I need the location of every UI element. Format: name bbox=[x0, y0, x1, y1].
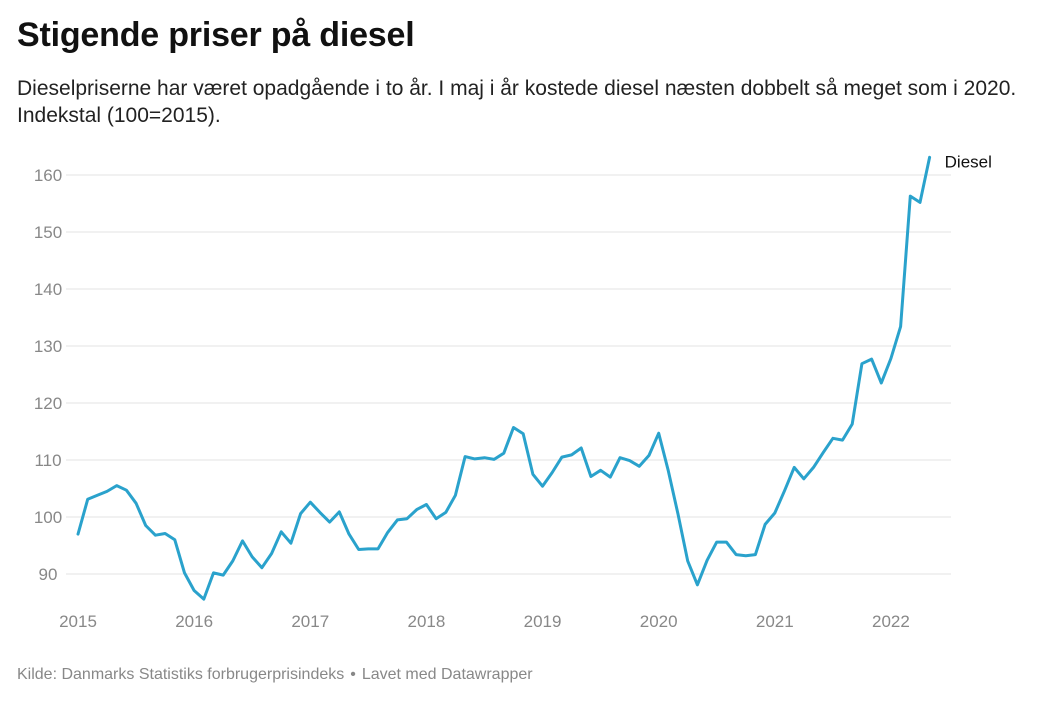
footer-separator: • bbox=[350, 666, 356, 683]
y-tick-label: 140 bbox=[34, 280, 62, 299]
source-note: Kilde: Danmarks Statistiks forbrugerpris… bbox=[17, 666, 345, 683]
y-tick-label: 120 bbox=[34, 394, 62, 413]
chart-title: Stigende priser på diesel bbox=[17, 16, 415, 54]
x-tick-label: 2020 bbox=[640, 612, 678, 631]
y-tick-label: 160 bbox=[34, 166, 62, 185]
y-tick-label: 110 bbox=[34, 451, 61, 470]
y-tick-label: 90 bbox=[39, 565, 58, 584]
x-tick-label: 2015 bbox=[59, 612, 97, 631]
y-tick-label: 130 bbox=[34, 337, 62, 356]
x-axis: 2015 2016 2017 2018 2019 2020 2021 2022 bbox=[59, 612, 910, 631]
x-tick-label: 2016 bbox=[175, 612, 213, 631]
series-line-diesel bbox=[76, 155, 932, 601]
footer: Kilde: Danmarks Statistiks forbrugerpris… bbox=[17, 666, 533, 684]
series-layer: Diesel bbox=[76, 152, 992, 601]
y-tick-label: 150 bbox=[34, 223, 62, 242]
y-axis: 90 100 110 120 130 140 150 160 bbox=[34, 166, 62, 584]
gridlines bbox=[66, 174, 951, 575]
series-label-diesel: Diesel bbox=[945, 152, 992, 171]
x-tick-label: 2018 bbox=[407, 612, 445, 631]
chart-subtitle: Dieselpriserne har været opadgående i to… bbox=[17, 77, 1017, 127]
x-tick-label: 2022 bbox=[872, 612, 910, 631]
credit-note: Lavet med Datawrapper bbox=[361, 666, 533, 683]
x-tick-label: 2021 bbox=[756, 612, 794, 631]
y-tick-label: 100 bbox=[34, 508, 62, 527]
x-tick-label: 2017 bbox=[291, 612, 329, 631]
x-tick-label: 2019 bbox=[524, 612, 562, 631]
